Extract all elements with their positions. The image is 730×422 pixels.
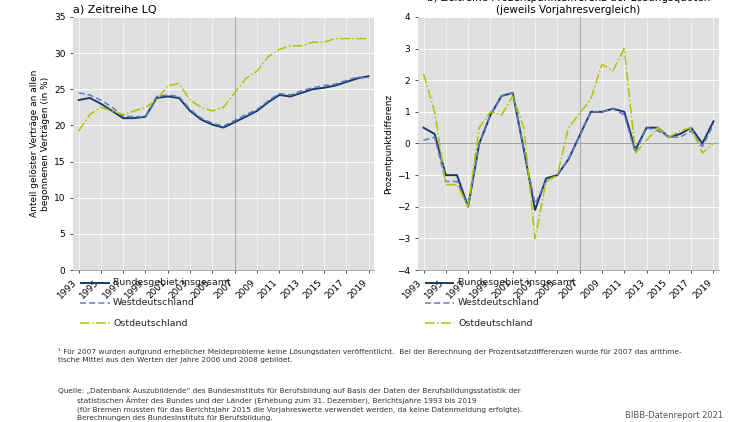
Text: a) Zeitreihe LQ: a) Zeitreihe LQ: [73, 5, 157, 15]
Text: ¹ Für 2007 wurden aufgrund erheblicher Meldeprobleme keine Lösungsdaten veröffen: ¹ Für 2007 wurden aufgrund erheblicher M…: [58, 348, 682, 363]
Text: Quelle: „Datenbank Auszubildende“ des Bundesinstituts für Berufsbildung auf Basi: Quelle: „Datenbank Auszubildende“ des Bu…: [58, 388, 523, 422]
Text: Bundesgebiet insgesamt: Bundesgebiet insgesamt: [113, 278, 231, 287]
Y-axis label: Prozentpunktdifferenz: Prozentpunktdifferenz: [384, 93, 393, 194]
Text: BIBB-Datenreport 2021: BIBB-Datenreport 2021: [625, 411, 723, 420]
Title: b) Zeitreihe Prozentpunktdifferenz der Lösungsquoten
(jeweils Vorjahresvergleich: b) Zeitreihe Prozentpunktdifferenz der L…: [427, 0, 710, 15]
Text: Westdeutschland: Westdeutschland: [113, 298, 195, 308]
Text: Ostdeutschland: Ostdeutschland: [458, 319, 533, 328]
Text: Bundesgebiet insgesamt: Bundesgebiet insgesamt: [458, 278, 576, 287]
Text: Westdeutschland: Westdeutschland: [458, 298, 540, 308]
Text: Ostdeutschland: Ostdeutschland: [113, 319, 188, 328]
Y-axis label: Anteil gelöster Verträge an allen
begonnenen Verträgen (in %): Anteil gelöster Verträge an allen begonn…: [30, 70, 50, 217]
